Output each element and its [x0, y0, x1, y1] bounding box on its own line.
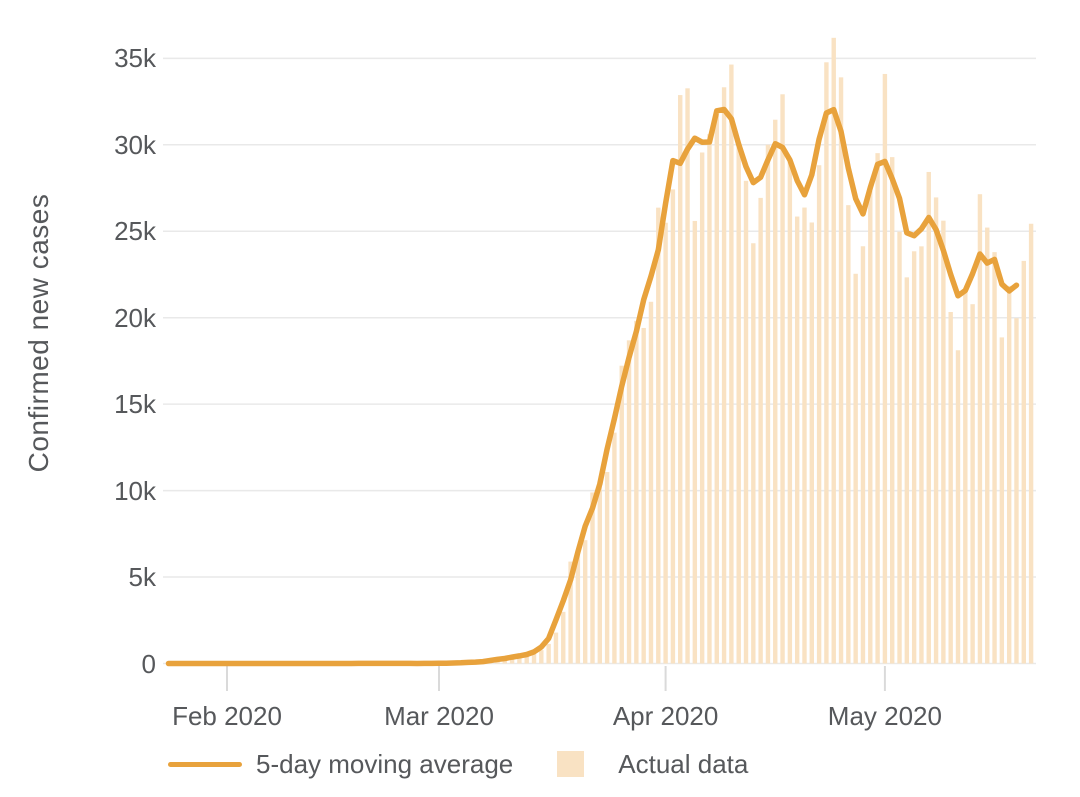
daily-cases-bar	[531, 654, 537, 664]
daily-cases-bar	[816, 165, 822, 664]
daily-cases-bar	[1028, 223, 1034, 664]
legend-line-swatch	[168, 761, 242, 767]
daily-cases-bar	[853, 273, 858, 664]
daily-cases-bar	[561, 611, 566, 664]
daily-cases-bar	[897, 231, 902, 664]
x-tick-label: May 2020	[827, 701, 942, 731]
daily-cases-bar	[941, 220, 946, 664]
daily-cases-bar	[539, 650, 544, 664]
daily-cases-bar	[758, 197, 763, 664]
daily-cases-bar	[875, 153, 880, 664]
daily-cases-bar	[678, 95, 683, 664]
daily-cases-bar	[568, 561, 573, 664]
daily-cases-bar	[604, 472, 610, 664]
daily-cases-bar	[685, 88, 690, 664]
daily-cases-bar	[933, 197, 939, 664]
legend-bar-swatch	[557, 751, 585, 777]
daily-cases-bar	[802, 207, 807, 664]
moving-average-line	[165, 106, 1020, 667]
daily-cases-bar	[721, 87, 727, 664]
daily-cases-bar	[846, 205, 851, 664]
daily-cases-bar	[1006, 285, 1012, 664]
daily-cases-bar	[663, 222, 668, 664]
daily-cases-bar	[948, 312, 953, 664]
y-tick-label: 30k	[114, 129, 156, 160]
daily-cases-bar	[838, 77, 844, 664]
daily-cases-bar	[985, 227, 990, 664]
daily-cases-bar	[919, 246, 924, 664]
daily-cases-bar	[787, 162, 793, 664]
legend: 5-day moving average Actual data	[168, 748, 748, 780]
daily-cases-bar	[670, 189, 676, 664]
y-tick-label: 25k	[114, 216, 156, 247]
daily-cases-bar	[575, 553, 581, 664]
legend-bar-label: Actual data	[618, 748, 749, 779]
legend-line-label: 5-day moving average	[256, 748, 514, 779]
y-axis-title: Confirmed new cases	[23, 193, 54, 473]
daily-cases-bar	[1021, 260, 1026, 664]
daily-cases-bar	[955, 350, 961, 664]
daily-cases-bar	[546, 643, 551, 664]
daily-cases-bar	[714, 115, 719, 664]
daily-cases-bar	[590, 492, 595, 664]
daily-cases-bar	[999, 337, 1005, 664]
actual-data-bars	[151, 37, 1034, 664]
y-tick-label: 15k	[114, 389, 156, 420]
daily-cases-bar	[656, 207, 661, 664]
daily-cases-bar	[524, 654, 529, 664]
y-tick-label: 0	[141, 648, 156, 679]
daily-cases-bar	[597, 482, 603, 664]
daily-cases-bar	[765, 144, 771, 664]
daily-cases-bar	[692, 220, 698, 664]
y-tick-label: 20k	[114, 302, 156, 333]
daily-cases-bar	[582, 540, 588, 664]
x-tick-label: Apr 2020	[612, 701, 719, 731]
daily-cases-bar	[904, 277, 910, 664]
daily-cases-bar	[780, 94, 785, 664]
y-tick-label: 5k	[128, 562, 156, 593]
daily-cases-bar	[860, 246, 866, 664]
daily-cases-bar	[634, 320, 639, 664]
daily-cases-bar	[868, 191, 873, 664]
daily-cases-bar	[612, 432, 617, 664]
daily-cases-bar	[773, 119, 778, 664]
x-tick-label: Feb 2020	[172, 701, 282, 731]
daily-cases-bar	[794, 216, 800, 664]
daily-cases-bar	[970, 304, 975, 664]
daily-cases-bar	[736, 146, 741, 664]
daily-cases-bar	[626, 340, 632, 664]
daily-cases-bar	[977, 194, 983, 664]
daily-cases-bar	[911, 251, 917, 664]
daily-cases-bar	[648, 301, 654, 664]
daily-cases-bar	[926, 171, 931, 664]
y-tick-label: 10k	[114, 475, 156, 506]
daily-cases-bar	[553, 632, 559, 664]
daily-cases-bar	[809, 222, 814, 664]
daily-cases-bar	[743, 180, 749, 664]
y-tick-label: 35k	[114, 43, 156, 74]
daily-cases-bar	[882, 73, 888, 664]
daily-cases-bar	[963, 291, 968, 664]
daily-cases-bar	[1014, 318, 1019, 664]
daily-cases-bar	[992, 252, 997, 664]
daily-cases-bar	[824, 62, 829, 664]
daily-cases-bar	[707, 134, 712, 664]
daily-cases-bar	[831, 37, 836, 664]
daily-cases-bar	[699, 152, 705, 664]
daily-cases-bar	[517, 656, 522, 664]
daily-cases-bar	[509, 657, 515, 664]
daily-cases-bar	[890, 157, 895, 664]
daily-cases-bar	[751, 243, 756, 664]
daily-cases-bar	[619, 365, 624, 664]
x-axis-ticks	[226, 666, 886, 691]
daily-cases-bar	[729, 64, 734, 664]
x-tick-label: Mar 2020	[384, 701, 494, 731]
daily-cases-bar	[641, 327, 646, 664]
